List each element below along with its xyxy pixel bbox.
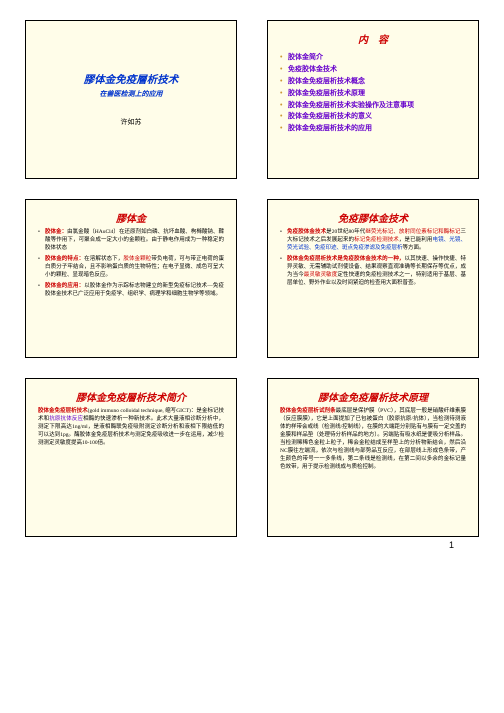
bullet: 胶体金：由氯金酸（HAuCl4）在还原剂如白磷、抗坏血酸、枸橼酸钠、鞣酸等作用下… (38, 229, 224, 253)
toc-item: 胶体金免疫层析技术的应用 (280, 123, 466, 135)
toc-item: 胶体金免疫层析技术的意义 (280, 111, 466, 123)
slide-immune-gold: 免疫膠体金技术 免疫胶体金技术是20世纪80年代继荧光标记、放射同位素标记和酶标… (267, 199, 479, 358)
main-title: 膠体金免疫層析技术 (84, 72, 179, 87)
slide5-body: 胶体金免疫层析技术(gold immuno colloidal techniqu… (38, 408, 224, 448)
slide6-title: 膠体金免疫層析技术原理 (280, 389, 466, 404)
bullet: 胶体金的应用：以胶体金作为示踪标志物建立的新型免疫标记技术—免疫胶体金技术已广泛… (38, 283, 224, 299)
toc-item: 胶体金免疫层析技术实验操作及注意事项 (280, 100, 466, 112)
slide4-body: 免疫胶体金技术是20世纪80年代继荧光标记、放射同位素标记和酶标记三大标记技术之… (280, 229, 466, 288)
slide-title: 膠体金免疫層析技术 在兽医检测上的应用 许如苏 (25, 20, 237, 179)
slide-gict-principle: 膠体金免疫層析技术原理 胶体金免疫层析试剂条最底层是保护膜（PVC），其底层一般… (267, 378, 479, 537)
toc-item: 胶体金免疫层析技术原理 (280, 88, 466, 100)
bullet: 胶体金的特点：在溶解状态下，胶体金颗粒带负电荷，可与带正电荷的蛋白质分子牢结合，… (38, 256, 224, 280)
page-number: 1 (449, 540, 454, 550)
author: 许如苏 (121, 117, 142, 127)
slide5-title: 膠体金免疫層析技术简介 (38, 389, 224, 404)
toc-title: 内 容 (280, 31, 466, 46)
slide4-title: 免疫膠体金技术 (280, 210, 466, 225)
toc-item: 胶体金简介 (280, 52, 466, 64)
toc-item: 免疫胶体金技术 (280, 64, 466, 76)
toc-item: 胶体金免疫层析技术概念 (280, 76, 466, 88)
bullet: 胶体金免疫层析技术是免疫胶体金技术的一种，以其快速、操作快捷、特异灵敏、无需辅助… (280, 256, 466, 288)
slide-toc: 内 容 胶体金简介 免疫胶体金技术 胶体金免疫层析技术概念 胶体金免疫层析技术原… (267, 20, 479, 179)
bullet: 免疫胶体金技术是20世纪80年代继荧光标记、放射同位素标记和酶标记三大标记技术之… (280, 229, 466, 253)
slide3-title: 膠体金 (38, 210, 224, 225)
slide3-body: 胶体金：由氯金酸（HAuCl4）在还原剂如白磷、抗坏血酸、枸橼酸钠、鞣酸等作用下… (38, 229, 224, 299)
slide6-body: 胶体金免疫层析试剂条最底层是保护膜（PVC），其底层一般是硝酸纤维素膜（反应膜膜… (280, 408, 466, 472)
toc-list: 胶体金简介 免疫胶体金技术 胶体金免疫层析技术概念 胶体金免疫层析技术原理 胶体… (280, 52, 466, 135)
slide-colloidal-gold: 膠体金 胶体金：由氯金酸（HAuCl4）在还原剂如白磷、抗坏血酸、枸橼酸钠、鞣酸… (25, 199, 237, 358)
main-subtitle: 在兽医检测上的应用 (100, 89, 163, 99)
slide-gict-intro: 膠体金免疫層析技术简介 胶体金免疫层析技术(gold immuno colloi… (25, 378, 237, 537)
